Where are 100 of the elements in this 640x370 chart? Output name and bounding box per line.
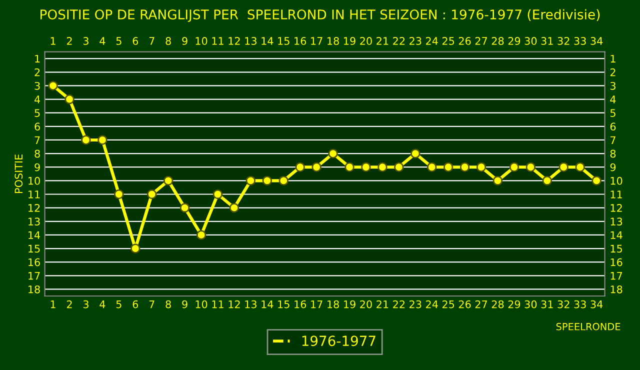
point: [246, 176, 256, 186]
y-tick-label: 10: [28, 176, 40, 185]
point: [394, 162, 404, 172]
x-tick-label: 23: [410, 300, 422, 308]
y2-tick-label: 5: [610, 109, 616, 117]
x-tick-label: 7: [149, 300, 154, 308]
x-tick-label: 30: [524, 300, 537, 308]
x-tick-label: 1: [50, 300, 56, 308]
x-tick-label: 29: [508, 300, 520, 308]
x2-tick-label: 12: [228, 37, 240, 45]
x2-tick-label: 25: [442, 37, 454, 45]
x-tick-label: 6: [132, 300, 138, 308]
point: [98, 135, 108, 145]
y-tick-label: 18: [28, 285, 40, 294]
y2-tick-label: 7: [610, 136, 616, 144]
x2-tick-label: 27: [475, 37, 488, 45]
x-tick-label: 20: [360, 300, 372, 308]
point: [526, 162, 536, 172]
x-tick-label: 26: [458, 300, 471, 308]
chart-title: POSITIE OP DE RANGLIJST PER SPEELROND IN HET SEIZOEN : 1976-1977 (Eredivisie): [40, 9, 600, 22]
x2-tick-label: 23: [410, 37, 422, 45]
x2-tick-label: 28: [492, 37, 504, 45]
point: [509, 162, 520, 172]
x-tick-label: 28: [492, 300, 504, 308]
point: [212, 189, 223, 200]
point: [312, 162, 322, 172]
y2-tick-label: 18: [610, 285, 622, 294]
x2-tick-label: 6: [132, 37, 138, 45]
x2-tick-label: 5: [116, 37, 122, 45]
x-tick-label: 18: [328, 300, 339, 308]
x-tick-label: 22: [393, 300, 404, 308]
x-tick-label: 31: [541, 300, 553, 308]
y-axis-title: POSITIE: [14, 154, 23, 193]
x-tick-label: 14: [262, 300, 274, 308]
y2-tick-label: 17: [610, 272, 622, 280]
x-tick-label: 12: [228, 300, 240, 308]
point: [410, 148, 420, 158]
x-tick-label: 13: [245, 300, 256, 308]
y2-tick-label: 16: [610, 258, 622, 266]
x2-tick-label: 14: [262, 37, 274, 45]
y2-tick-label: 11: [610, 190, 622, 198]
x2-tick-label: 32: [558, 37, 570, 45]
y-tick-label: 13: [28, 218, 40, 226]
y-tick-label: 7: [34, 136, 40, 144]
y-tick-label: 4: [34, 96, 40, 104]
y-tick-label: 8: [34, 150, 40, 158]
y-tick-label: 1: [35, 54, 40, 63]
point: [344, 162, 354, 172]
point: [492, 176, 503, 186]
x-tick-label: 25: [442, 300, 454, 308]
point: [81, 135, 91, 145]
x-tick-label: 27: [475, 300, 488, 308]
x2-tick-label: 24: [426, 37, 438, 45]
y2-tick-label: 12: [610, 204, 622, 212]
x2-tick-label: 30: [524, 37, 537, 45]
point: [64, 94, 74, 104]
x2-tick-label: 21: [376, 37, 388, 45]
x2-tick-label: 29: [508, 37, 520, 45]
x-tick-label: 19: [344, 300, 356, 308]
point: [229, 202, 240, 213]
x2-tick-label: 22: [393, 37, 404, 45]
x2-tick-label: 26: [458, 37, 471, 45]
x2-tick-label: 19: [344, 37, 356, 45]
y2-tick-label: 1: [610, 54, 616, 63]
x-tick-label: 4: [100, 300, 106, 308]
x2-tick-label: 10: [196, 37, 208, 45]
x2-tick-label: 17: [311, 37, 322, 45]
x-tick-label: 32: [558, 300, 570, 308]
y-tick-label: 15: [28, 244, 40, 253]
x-tick-label: 15: [278, 300, 290, 308]
x2-tick-label: 2: [66, 37, 72, 45]
point: [460, 162, 470, 172]
y-tick-label: 3: [34, 82, 40, 90]
point: [426, 162, 437, 172]
point: [262, 176, 272, 186]
point: [558, 162, 568, 172]
x2-tick-label: 15: [278, 37, 290, 45]
point: [575, 162, 585, 172]
point: [328, 148, 338, 158]
x-tick-label: 17: [311, 300, 322, 308]
x2-tick-label: 34: [590, 37, 603, 45]
x-tick-label: 34: [590, 300, 603, 308]
y2-tick-label: 6: [610, 122, 616, 131]
point: [361, 162, 371, 172]
y2-tick-label: 10: [610, 176, 622, 185]
y-tick-label: 2: [34, 68, 40, 76]
point: [542, 176, 552, 186]
x2-tick-label: 13: [245, 37, 256, 45]
point: [196, 230, 206, 240]
point: [163, 176, 174, 186]
x2-tick-label: 18: [328, 37, 339, 45]
x2-tick-label: 16: [294, 37, 306, 45]
x-tick-label: 3: [83, 300, 88, 308]
x-tick-label: 11: [212, 300, 224, 308]
x2-tick-label: 31: [541, 37, 553, 45]
x-tick-label: 10: [196, 300, 208, 308]
y-tick-label: 12: [28, 204, 40, 212]
y2-tick-label: 15: [610, 244, 622, 253]
point: [476, 162, 486, 172]
point: [180, 202, 190, 213]
